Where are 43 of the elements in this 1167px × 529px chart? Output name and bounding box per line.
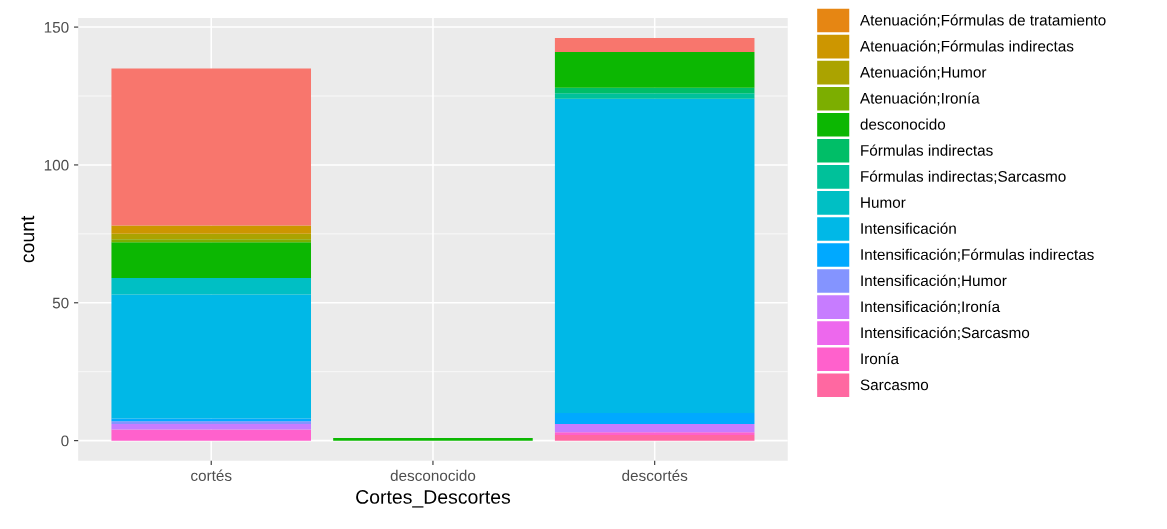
bar — [554, 432, 755, 436]
x-tick-label: desconocido — [390, 469, 476, 482]
bar — [554, 435, 755, 441]
legend-label: desconocido — [860, 118, 946, 130]
bar — [111, 429, 312, 441]
legend-label: Intensificación;Humor — [861, 274, 1007, 288]
bar — [111, 225, 312, 234]
bar — [333, 437, 533, 441]
bar — [111, 294, 312, 419]
legend-label: Ironía — [861, 352, 900, 365]
bar — [111, 277, 312, 295]
bar — [554, 38, 755, 52]
legend-label: Intensificación;Fórmulas indirectas — [861, 248, 1094, 262]
y-tick-label: 150 — [44, 21, 69, 33]
bar — [554, 87, 755, 94]
legend-label: Atenuación;Fórmulas indirectas — [859, 40, 1074, 54]
x-tick-label: descortés — [622, 469, 688, 482]
legend-label: Intensificación;Ironía — [861, 300, 1001, 314]
bar — [554, 98, 755, 414]
bar — [111, 424, 312, 430]
legend-label: Fórmulas indirectas — [861, 144, 993, 156]
bar — [554, 413, 755, 425]
legend-label: Atenuación;Humor — [859, 66, 987, 80]
y-axis-title: count — [21, 215, 35, 263]
legend-label: Intensificación — [861, 222, 956, 234]
bar — [554, 51, 755, 88]
bar — [111, 242, 312, 278]
bar — [111, 68, 312, 226]
legend-label: Intensificación;Sarcasmo — [861, 326, 1030, 340]
y-tick-label: 0 — [61, 435, 69, 447]
bar — [111, 233, 312, 240]
legend-label: Atenuación;Ironía — [859, 92, 980, 106]
bar — [554, 424, 755, 433]
bar — [554, 93, 755, 99]
x-axis-title: Cortes_Descortes — [356, 490, 511, 508]
legend-label: Humor — [861, 197, 906, 208]
legend-label: Sarcasmo — [860, 379, 929, 391]
y-tick-label: 50 — [52, 297, 69, 309]
y-tick-label: 100 — [44, 159, 69, 171]
x-tick-label: cortés — [191, 469, 232, 482]
legend-label: Fórmulas indirectas;Sarcasmo — [861, 170, 1066, 184]
legend-label: Atenuación;Fórmulas de tratamiento — [859, 14, 1106, 28]
bar — [111, 239, 312, 243]
